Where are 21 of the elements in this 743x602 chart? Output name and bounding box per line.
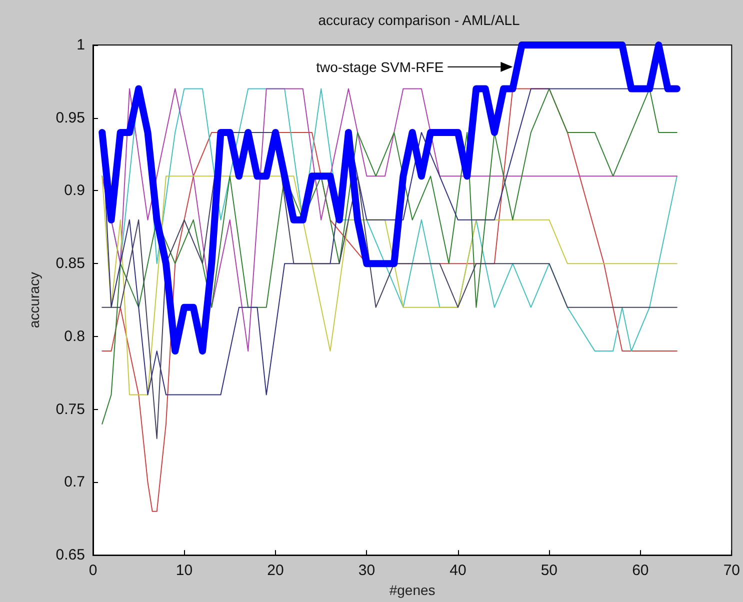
x-tick-label: 30 — [358, 562, 376, 580]
x-tick-label: 70 — [723, 562, 740, 580]
line-series — [102, 176, 678, 396]
y-tick-label: 1 — [76, 36, 85, 54]
x-tick-label: 20 — [267, 562, 284, 580]
x-axis-title: #genes — [389, 582, 436, 598]
y-tick-label: 0.8 — [64, 328, 85, 345]
y-tick-label: 0.65 — [56, 546, 85, 564]
chart-title: accuracy comparison - AML/ALL — [318, 12, 520, 28]
x-tick-label: 60 — [632, 562, 649, 580]
y-tick-label: 0.9 — [64, 182, 85, 200]
y-tick-label: 0.95 — [56, 109, 85, 126]
x-tick-label: 10 — [176, 562, 193, 580]
y-tick-label: 0.85 — [56, 255, 85, 272]
y-tick-label: 0.75 — [56, 400, 85, 418]
x-tick-label: 40 — [450, 562, 466, 580]
annotation: two-stage SVM-RFE — [316, 58, 444, 75]
y-tick-label: 0.7 — [64, 474, 85, 491]
x-tick-label: 50 — [540, 562, 558, 580]
x-tick-label: 0 — [88, 562, 98, 580]
y-axis-title: accuracy — [26, 272, 42, 328]
